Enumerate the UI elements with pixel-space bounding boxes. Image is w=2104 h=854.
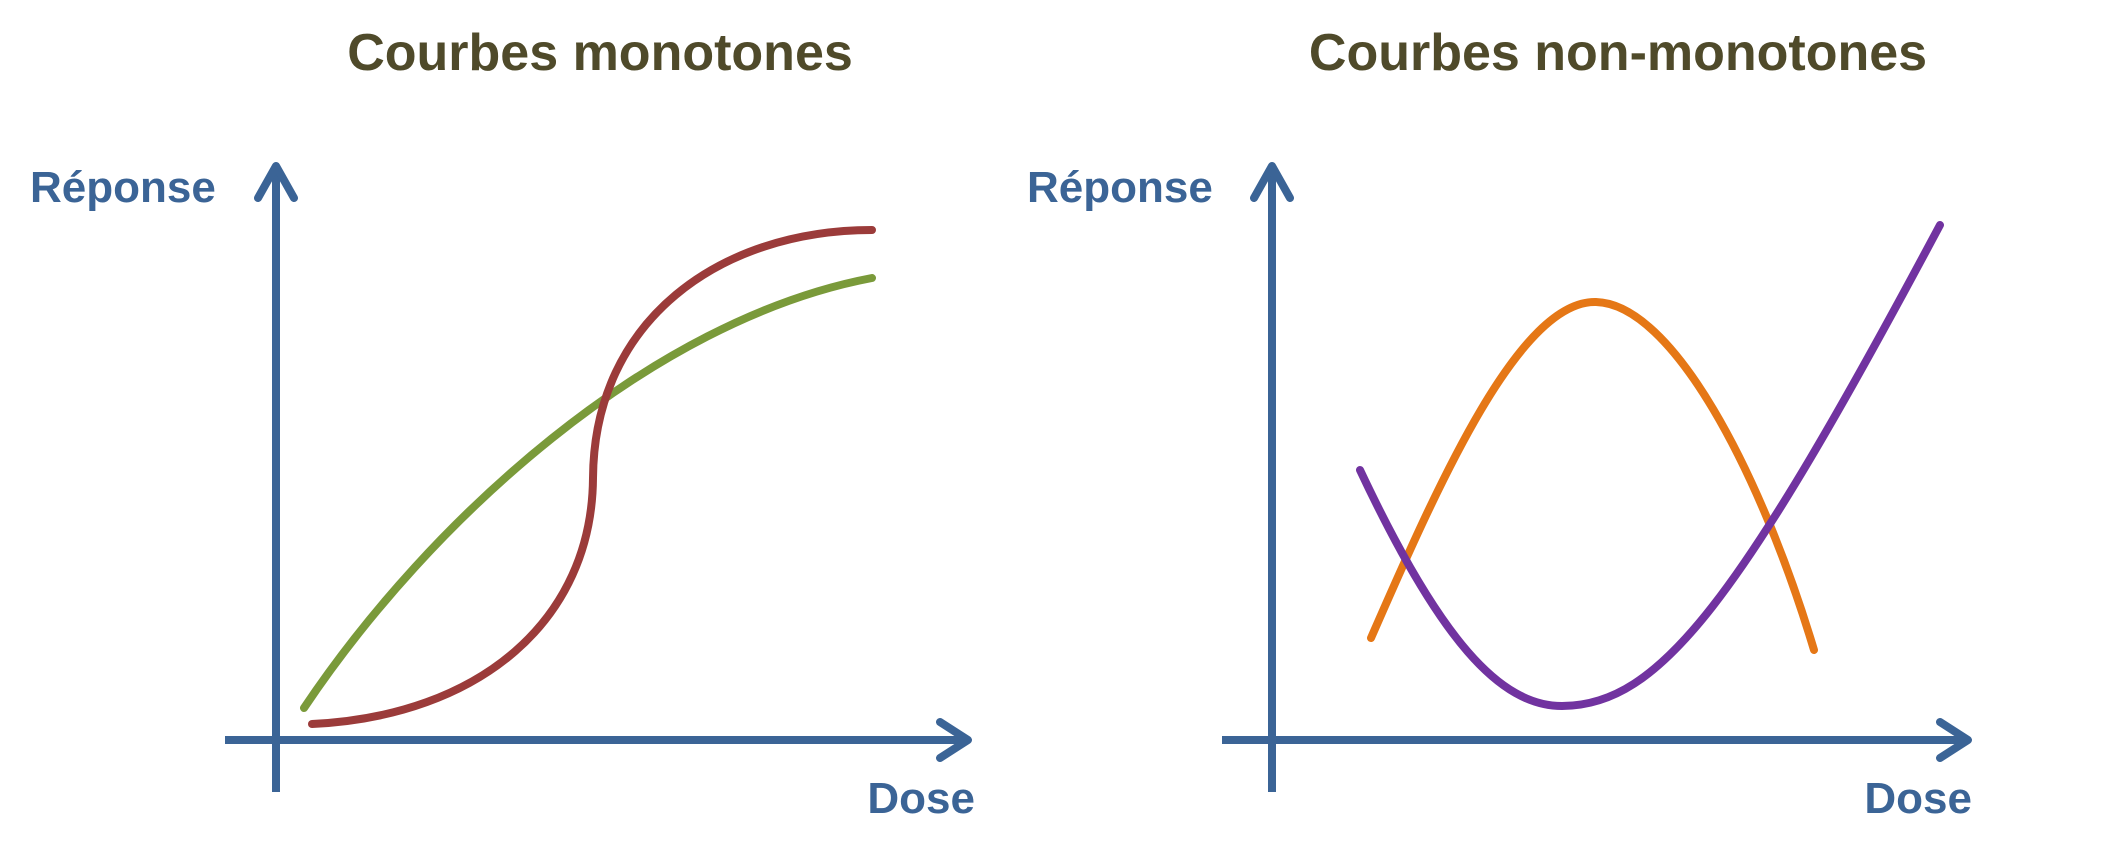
left-panel-title: Courbes monotones: [347, 24, 853, 82]
right-panel: Courbes non-monotones Réponse Dose: [1027, 24, 1972, 823]
right-y-axis-label: Réponse: [1027, 163, 1213, 212]
right-x-axis: [1222, 718, 1972, 762]
left-y-axis: [254, 162, 298, 792]
left-x-axis-label: Dose: [867, 774, 975, 823]
purple-u-curve: [1356, 221, 1944, 711]
red-sigmoid-curve: [308, 226, 876, 728]
left-panel: Courbes monotones Réponse Dose: [30, 24, 975, 823]
right-y-axis: [1250, 162, 1294, 792]
left-x-axis: [225, 718, 972, 762]
green-concave-curve: [300, 274, 876, 712]
right-x-axis-label: Dose: [1864, 774, 1972, 823]
left-y-axis-label: Réponse: [30, 163, 216, 212]
right-panel-title: Courbes non-monotones: [1309, 24, 1927, 82]
orange-inverted-u-curve: [1367, 297, 1818, 654]
